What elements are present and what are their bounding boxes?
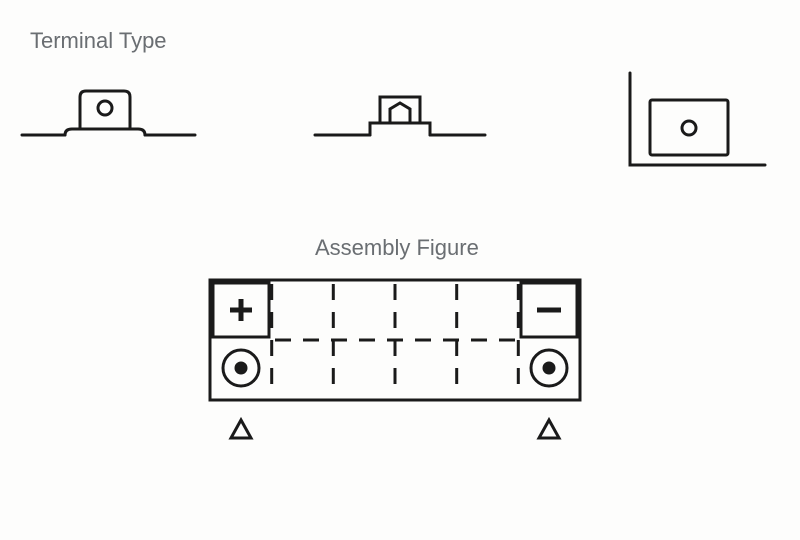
terminal-type-3 — [615, 65, 795, 185]
terminal-type-heading: Terminal Type — [30, 28, 167, 54]
assembly-figure-heading: Assembly Figure — [315, 235, 479, 261]
terminal-type-2 — [300, 75, 500, 165]
assembly-figure — [190, 270, 610, 490]
terminal-type-1 — [10, 75, 210, 165]
